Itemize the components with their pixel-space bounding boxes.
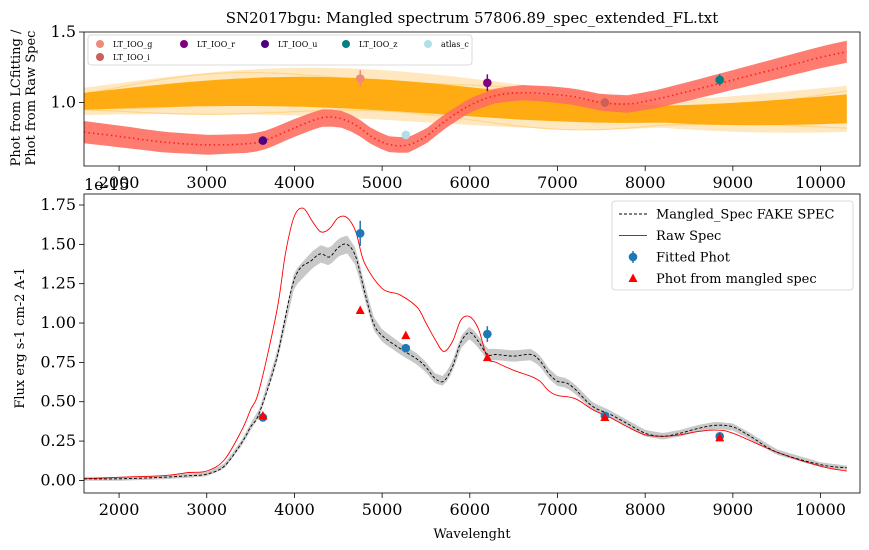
top-xtick-label: 9000 (712, 173, 753, 192)
bottom-plot-area: 2000 3000 4000 5000 6000 7000 8000 9000 10000 0.0… (40, 193, 861, 519)
top-ylabel-line-2: Phot from Raw Spec (24, 31, 39, 166)
bottom-legend-label: Raw Spec (656, 229, 721, 244)
top-legend-marker (96, 53, 104, 61)
fitted-phot-point (483, 329, 492, 339)
mangled-phot-point (715, 432, 725, 442)
top-legend-label: LT_IOO_z (359, 40, 398, 49)
top-legend-label: LT_IOO_u (278, 40, 317, 49)
bottom-xlabel: Wavelenght (433, 527, 511, 542)
top-xtick-label: 3000 (186, 173, 227, 192)
mangled-phot-point (600, 412, 610, 421)
top-legend-marker (342, 40, 350, 48)
mangled-phot-point (355, 305, 365, 314)
top-xtick-label: 2000 (99, 173, 140, 192)
bottom-ytick-label: 1.00 (40, 313, 76, 332)
offset-text: 1e-15 (84, 175, 129, 194)
bottom-xtick-label: 2000 (99, 500, 140, 519)
bottom-plot-content (84, 207, 847, 481)
legend-marker-mangled-phot (628, 273, 638, 282)
fitted-phot-point (401, 343, 411, 353)
bottom-ylabel: Flux erg s-1 cm-2 A-1 (13, 267, 28, 408)
top-xtick-label: 6000 (449, 173, 490, 192)
mangled-phot-point (482, 352, 492, 362)
mangled-phot-point (401, 330, 411, 340)
bottom-xtick-label: 10000 (795, 500, 846, 519)
bottom-xtick-label: 5000 (362, 500, 403, 519)
top-frame (83, 31, 861, 167)
bottom-xtick-label: 3000 (186, 500, 227, 519)
top-legend-label: atlas_c (441, 40, 469, 49)
top-plot-content (84, 40, 847, 155)
ratio-point-LT_IOO_z (715, 75, 725, 85)
top-legend-label: LT_IOO_i (113, 53, 150, 62)
ratio-point-atlas_c (401, 130, 411, 140)
top-legend: LT_IOO_g LT_IOO_i LT_IOO_r LT_IOO_u LT_IOO_z… (87, 34, 473, 66)
bottom-frame (83, 193, 861, 494)
top-ytick-label: 1.0 (51, 93, 76, 112)
top-legend-label: LT_IOO_g (113, 40, 152, 49)
top-ytick-label: 1.5 (51, 22, 76, 41)
mangled-phot-point (258, 410, 268, 420)
top-legend-marker (180, 40, 188, 48)
bottom-xtick-label: 4000 (274, 500, 315, 519)
bottom-xtick-label: 8000 (625, 500, 666, 519)
top-xtick-label: 8000 (625, 173, 666, 192)
bottom-ytick-label: 1.25 (40, 274, 76, 293)
bottom-ytick-label: 0.25 (40, 431, 76, 450)
top-xtick-label: 7000 (537, 173, 578, 192)
bottom-ytick-label: 0.50 (40, 392, 76, 411)
top-legend-marker (96, 40, 104, 48)
bottom-legend-label: Mangled_Spec FAKE SPEC (656, 208, 835, 223)
bottom-xtick-label: 9000 (712, 500, 753, 519)
top-legend-marker (261, 40, 269, 48)
ratio-point-LT_IOO_r (483, 78, 492, 88)
bottom-ytick-label: 1.50 (40, 234, 76, 253)
gp-band (84, 76, 847, 126)
bottom-legend-frame (611, 200, 854, 291)
top-legend-marker (424, 40, 432, 48)
top-xtick-label: 5000 (362, 173, 403, 192)
fitted-phot-point (355, 229, 365, 238)
ratio-band (84, 40, 847, 155)
raw-spec-line (84, 207, 847, 480)
ratio-point-LT_IOO_g (355, 74, 365, 83)
top-plot-area: 2000 3000 4000 5000 6000 7000 8000 9000 10000 1.0… (51, 22, 861, 192)
ratio-point-LT_IOO_i (600, 98, 610, 107)
bottom-legend-label: Fitted Phot (656, 251, 731, 266)
bottom-ytick-label: 0.00 (40, 470, 76, 489)
bottom-xtick-label: 7000 (537, 500, 578, 519)
top-chart-title: SN2017bgu: Mangled spectrum 57806.89_spe… (226, 9, 719, 27)
bottom-ytick-label: 1.75 (40, 195, 76, 214)
top-xtick-label: 4000 (274, 173, 315, 192)
bottom-legend: Mangled_Spec FAKE SPEC Raw Spec Fitted Pho… (611, 200, 854, 291)
top-ylabel-line-1: Phot from LCfitting / (9, 29, 24, 166)
bottom-legend-label: Phot from mangled spec (656, 272, 817, 287)
legend-marker-fitted-phot (628, 252, 638, 262)
bottom-xtick-label: 6000 (449, 500, 490, 519)
mangled-spec-line (84, 243, 847, 480)
top-xtick-label: 10000 (795, 173, 846, 192)
bottom-ytick-label: 0.75 (40, 352, 76, 371)
top-legend-label: LT_IOO_r (197, 40, 235, 49)
ratio-point-LT_IOO_u (258, 136, 268, 145)
